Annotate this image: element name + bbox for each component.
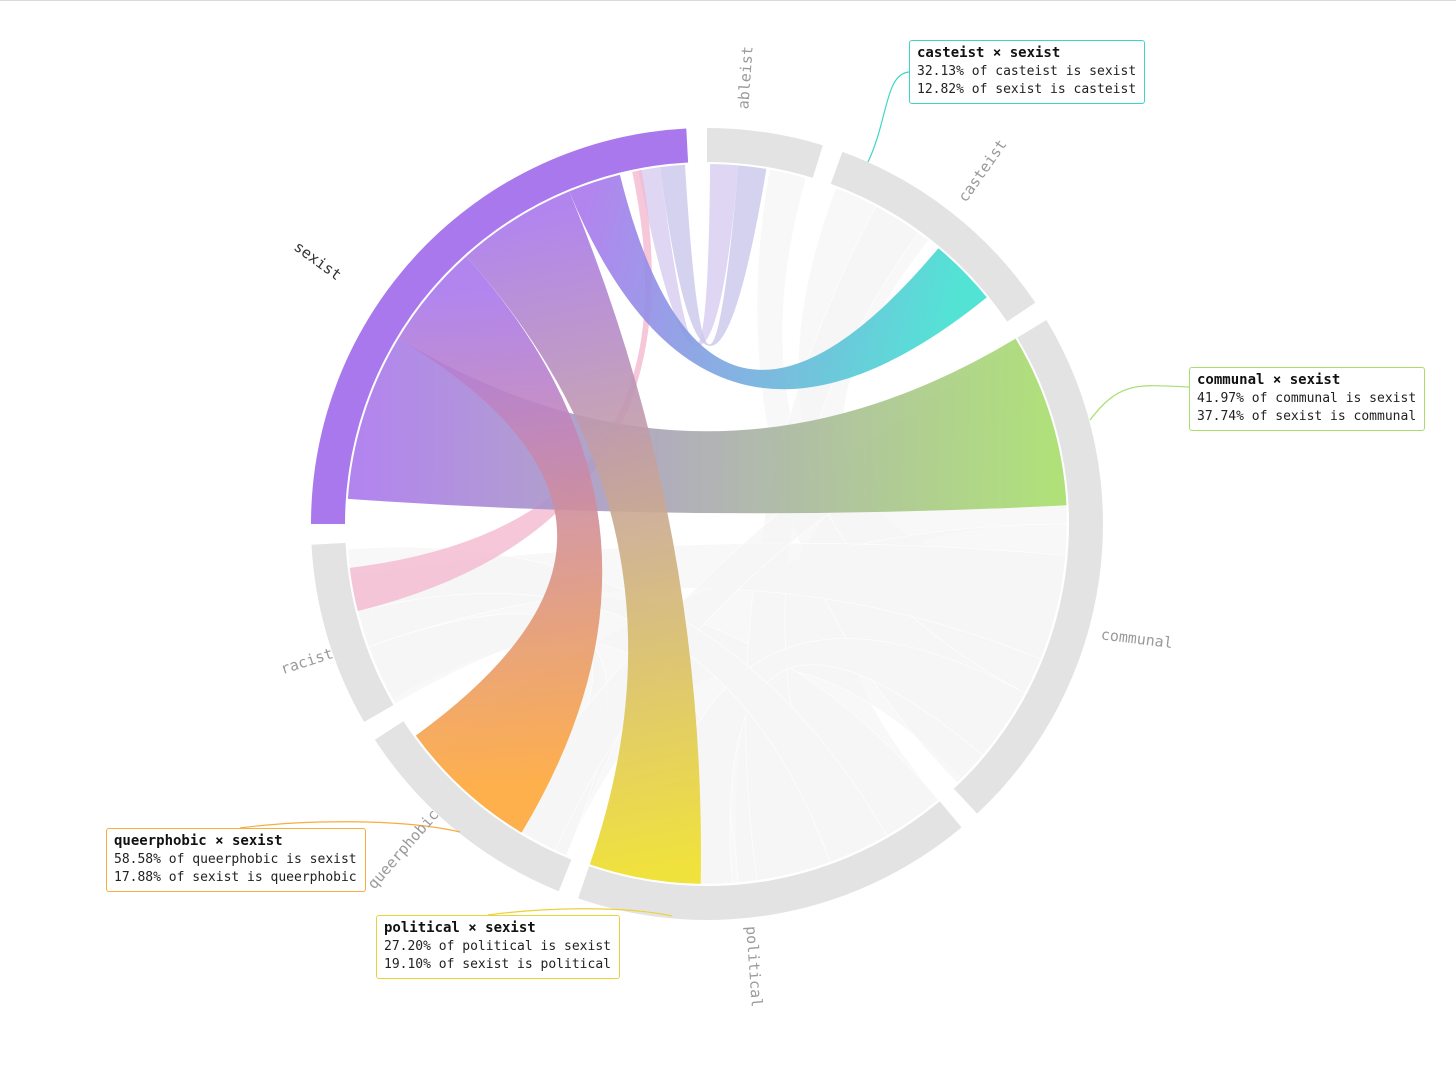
- tooltip-title: casteist × sexist: [917, 45, 1061, 61]
- tooltip-political-sexist: political × sexist 27.20% of political i…: [376, 915, 620, 979]
- tooltip-line: 17.88% of sexist is queerphobic: [114, 870, 357, 885]
- group-arcs[interactable]: [311, 128, 1103, 920]
- highlighted-ribbons[interactable]: [347, 164, 1067, 884]
- tooltip-communal-sexist: communal × sexist 41.97% of communal is …: [1189, 367, 1426, 431]
- label-ableist: ableist: [734, 46, 756, 110]
- ribbon-political-sexist[interactable]: [466, 191, 701, 884]
- ribbon-ableist-sexist[interactable]: [638, 164, 739, 347]
- label-political: political: [742, 925, 766, 1007]
- tooltip-line: 19.10% of sexist is political: [384, 957, 611, 972]
- arc-communal[interactable]: [953, 320, 1103, 814]
- tooltip-line: 32.13% of casteist is sexist: [917, 63, 1137, 79]
- ribbon-racist-sexist[interactable]: [349, 170, 652, 612]
- arc-ableist[interactable]: [707, 128, 823, 178]
- label-queerphobic: queerphobic: [364, 806, 443, 893]
- label-communal: communal: [1100, 625, 1174, 652]
- tooltip-title: communal × sexist: [1197, 372, 1341, 388]
- tooltip-connector: [1089, 385, 1190, 421]
- tooltip-line: 37.74% of sexist is communal: [1197, 409, 1417, 424]
- arc-queerphobic[interactable]: [374, 721, 572, 892]
- tooltip-connector: [867, 71, 910, 163]
- arc-racist[interactable]: [311, 542, 394, 722]
- label-racist: racist: [278, 644, 335, 678]
- ribbon-communal-sexist[interactable]: [347, 338, 1067, 514]
- tooltip-line: 41.97% of communal is sexist: [1197, 390, 1417, 406]
- tooltip-line: 27.20% of political is sexist: [384, 938, 611, 954]
- tooltip-line: 12.82% of sexist is casteist: [917, 82, 1137, 97]
- tooltip-connectors: [239, 71, 1190, 917]
- ribbon-queerphobic-sexist[interactable]: [398, 256, 603, 833]
- tooltip-queerphobic-sexist: queerphobic × sexist 58.58% of queerphob…: [106, 828, 366, 892]
- label-sexist: sexist: [290, 238, 344, 284]
- arc-casteist[interactable]: [830, 151, 1036, 322]
- tooltip-line: 58.58% of queerphobic is sexist: [114, 851, 357, 867]
- tooltip-connector: [239, 821, 461, 833]
- ribbon-ableist-sexist[interactable]: [660, 164, 767, 347]
- top-divider: [0, 0, 1456, 1]
- arc-sexist[interactable]: [311, 128, 689, 525]
- arc-political[interactable]: [578, 801, 962, 920]
- tooltip-title: political × sexist: [384, 920, 536, 936]
- tooltip-title: queerphobic × sexist: [114, 833, 283, 849]
- ribbon-casteist-sexist[interactable]: [569, 174, 987, 390]
- tooltip-casteist-sexist: casteist × sexist 32.13% of casteist is …: [909, 40, 1146, 104]
- tooltip-connector: [487, 908, 673, 917]
- label-casteist: casteist: [954, 136, 1010, 206]
